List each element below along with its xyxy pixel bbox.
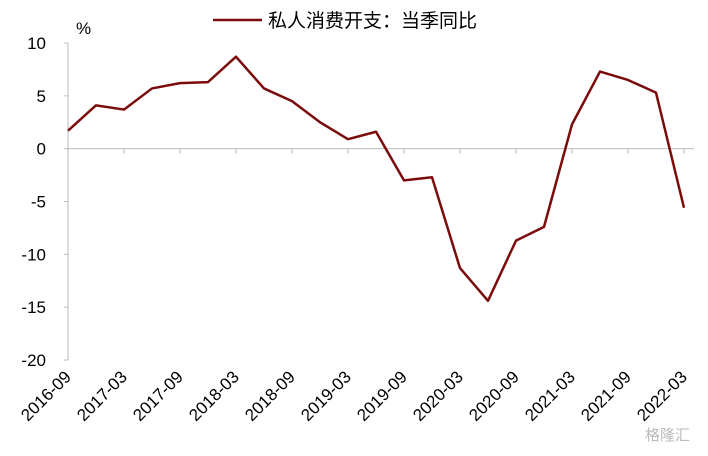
x-tick-label: 2020-09 [465, 367, 523, 425]
x-tick-label: 2020-03 [409, 367, 467, 425]
y-tick-label: -15 [21, 298, 46, 317]
y-tick-label: -10 [21, 245, 46, 264]
x-tick-label: 2019-09 [353, 367, 411, 425]
x-tick-label: 2019-03 [297, 367, 355, 425]
x-tick-label: 2017-03 [73, 367, 131, 425]
y-tick-label: 10 [27, 34, 46, 53]
watermark: 格隆汇 [645, 427, 690, 444]
line-series [67, 55, 686, 303]
x-tick-label: 2018-03 [185, 367, 243, 425]
y-tick-label: -5 [31, 193, 46, 212]
y-unit: % [76, 19, 91, 38]
x-tick-label: 2016-09 [17, 367, 75, 425]
x-tick-label: 2022-03 [633, 367, 691, 425]
y-tick-label: -20 [21, 351, 46, 370]
x-tick-label: 2021-03 [521, 367, 579, 425]
x-tick-label: 2018-09 [241, 367, 299, 425]
y-tick-label: 5 [37, 87, 46, 106]
x-tick-label: 2021-09 [577, 367, 635, 425]
legend-label: 私人消费开支：当季同比 [268, 10, 477, 32]
x-tick-label: 2017-09 [129, 367, 187, 425]
y-tick-label: 0 [37, 140, 46, 159]
